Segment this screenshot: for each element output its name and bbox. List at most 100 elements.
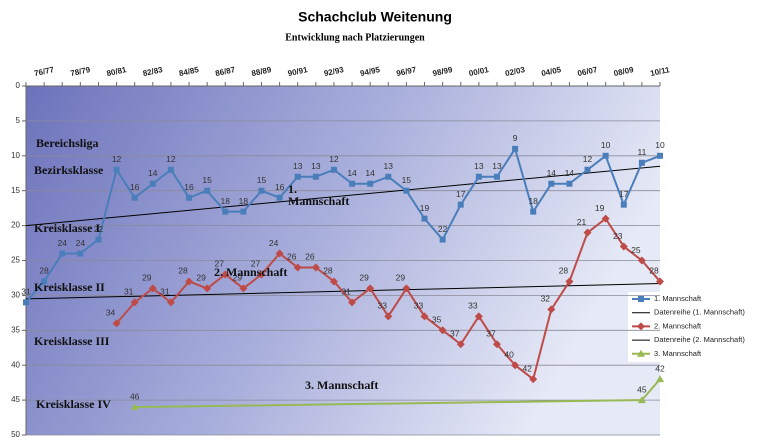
data-label: 9: [513, 133, 518, 143]
line-segment: [568, 232, 589, 282]
point: [620, 201, 627, 208]
point: [602, 152, 609, 159]
line-segment: [442, 329, 462, 346]
data-label: 37: [486, 329, 496, 339]
data-label: 13: [492, 161, 502, 171]
point: [130, 298, 139, 307]
annotation: 3. Mannschaft: [305, 378, 379, 392]
point: [95, 236, 102, 243]
data-label: 12: [166, 154, 176, 164]
point: [311, 263, 320, 272]
annotation: Kreisklasse IV: [36, 397, 111, 411]
point: [258, 187, 265, 194]
point: [403, 187, 410, 194]
point: [456, 340, 465, 349]
line-segment: [586, 217, 607, 234]
data-label: 33: [468, 301, 478, 311]
line-segment: [115, 301, 136, 324]
data-label: 42: [522, 363, 532, 373]
point: [276, 194, 283, 201]
data-label: 22: [94, 224, 104, 234]
annotation: 2. Mannschaft: [214, 265, 288, 279]
data-label: 16: [184, 182, 194, 192]
data-label: 13: [293, 161, 303, 171]
data-label: 31: [21, 287, 31, 297]
data-label: 32: [541, 294, 551, 304]
data-label: 27: [215, 259, 225, 269]
line-segment: [369, 287, 390, 317]
y-tick-label: 5: [16, 116, 21, 125]
line-segment: [152, 287, 172, 304]
data-label: 18: [239, 196, 249, 206]
legend-label: 1. Mannschaft: [654, 294, 702, 303]
line-segment: [206, 190, 227, 213]
point: [330, 166, 337, 173]
line-segment: [423, 217, 444, 241]
trendline: [25, 165, 661, 227]
data-label: 46: [130, 391, 140, 401]
annotation: 1. Mannschaft: [288, 182, 350, 208]
line-segment: [586, 155, 607, 171]
point: [566, 180, 573, 187]
line-segment: [550, 280, 571, 310]
data-label: 25: [631, 245, 641, 255]
y-tick-label: 20: [11, 221, 20, 230]
point: [529, 375, 538, 384]
line-segment: [134, 287, 154, 304]
point: [384, 312, 393, 321]
legend-label: 2. Mannschaft: [654, 321, 702, 330]
data-label: 26: [305, 252, 315, 262]
line-segment: [206, 273, 226, 290]
x-tick-label: 90/91: [287, 65, 309, 78]
annotation: Bereichsliga: [36, 136, 99, 150]
data-label: 24: [76, 238, 86, 248]
x-tick-label: 94/95: [359, 65, 381, 78]
point: [41, 278, 48, 285]
line-segment: [79, 238, 100, 255]
data-label: 37: [450, 329, 460, 339]
y-tick-label: 10: [11, 151, 20, 160]
point: [584, 166, 591, 173]
line-segment: [224, 273, 244, 290]
data-label: 24: [57, 238, 67, 248]
x-tick-label: 06/07: [577, 65, 599, 78]
line-segment: [188, 280, 208, 290]
data-label: 28: [323, 266, 333, 276]
line-segment: [115, 169, 136, 199]
point: [511, 361, 520, 370]
line-segment: [532, 309, 553, 380]
point: [367, 180, 374, 187]
data-label: 40: [504, 349, 514, 359]
line-segment: [333, 280, 353, 304]
point: [131, 194, 138, 201]
x-tick-label: 96/97: [396, 65, 418, 78]
line-segment: [622, 162, 643, 206]
point: [366, 284, 375, 293]
x-tick-label: 04/05: [541, 65, 563, 78]
x-tick-label: 82/83: [142, 65, 164, 78]
line-segment: [351, 287, 371, 304]
line-segment: [604, 218, 625, 248]
point: [59, 250, 66, 257]
line-segment: [423, 315, 444, 332]
data-label: 33: [378, 301, 388, 311]
point: [439, 236, 446, 243]
data-label: 26: [287, 252, 297, 262]
data-label: 13: [311, 161, 321, 171]
data-label: 13: [474, 161, 484, 171]
line-segment: [641, 378, 661, 401]
line-segment: [496, 148, 516, 178]
data-label: 17: [619, 189, 629, 199]
data-label: 29: [233, 273, 243, 283]
point: [203, 284, 212, 293]
point: [656, 375, 664, 383]
line-segment: [496, 343, 516, 366]
point: [349, 180, 356, 187]
annotation: Bezirksklasse: [34, 163, 104, 177]
x-tick-label: 84/85: [178, 65, 200, 78]
line-segment: [568, 168, 589, 185]
line-segment: [514, 364, 534, 380]
line-segment: [242, 273, 263, 290]
